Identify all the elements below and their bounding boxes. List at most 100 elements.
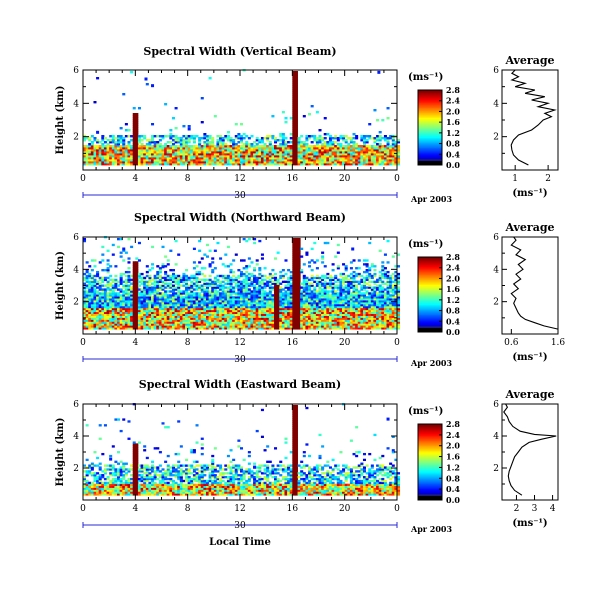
heatmap-cell bbox=[221, 145, 225, 148]
heatmap-cell bbox=[185, 143, 189, 146]
heatmap-cell bbox=[153, 274, 157, 278]
heatmap-cell bbox=[294, 91, 298, 94]
heatmap-cell bbox=[203, 313, 207, 316]
heatmap-cell bbox=[90, 145, 94, 148]
heatmap-cell bbox=[219, 298, 223, 301]
heatmap-cell bbox=[200, 301, 204, 305]
heatmap-cell bbox=[271, 274, 275, 278]
heatmap-cell bbox=[258, 269, 262, 272]
heatmap-cell bbox=[253, 311, 257, 315]
heatmap-cell bbox=[132, 290, 136, 293]
heatmap-cell bbox=[310, 309, 314, 313]
heatmap-cell bbox=[198, 280, 202, 283]
heatmap-cell bbox=[287, 327, 291, 330]
heatmap-cell bbox=[229, 278, 233, 282]
heatmap-cell bbox=[339, 298, 343, 301]
heatmap-cell bbox=[292, 107, 296, 110]
heatmap-cell bbox=[93, 303, 97, 307]
heatmap-cell bbox=[85, 276, 89, 280]
heatmap-cell bbox=[106, 327, 110, 330]
heatmap-cell bbox=[145, 300, 149, 303]
heatmap-cell bbox=[274, 301, 278, 305]
heatmap-cell bbox=[328, 313, 332, 316]
heatmap-cell bbox=[370, 157, 374, 160]
heatmap-cell bbox=[216, 241, 220, 245]
heatmap-cell bbox=[294, 251, 298, 254]
heatmap-cell bbox=[279, 157, 283, 160]
heatmap-cell bbox=[171, 280, 175, 283]
average-x-tick-label: 2 bbox=[545, 174, 551, 184]
heatmap-cell bbox=[305, 157, 309, 160]
heatmap-cell bbox=[119, 294, 123, 297]
heatmap-cell bbox=[308, 153, 312, 156]
heatmap-cell bbox=[381, 145, 385, 148]
heatmap-cell bbox=[276, 305, 280, 309]
heatmap-cell bbox=[88, 274, 92, 278]
heatmap-cell bbox=[315, 153, 319, 156]
heatmap-cell bbox=[336, 315, 340, 318]
heatmap-cell bbox=[349, 307, 353, 311]
heatmap-cell bbox=[205, 319, 209, 322]
heatmap-cell bbox=[83, 239, 87, 243]
heatmap-cell bbox=[300, 305, 304, 309]
heatmap-cell bbox=[137, 107, 141, 110]
heatmap-cell bbox=[85, 292, 89, 295]
heatmap-cell bbox=[377, 70, 381, 74]
heatmap-cell bbox=[140, 147, 144, 150]
heatmap-cell bbox=[315, 325, 319, 328]
heatmap-cell bbox=[137, 303, 141, 307]
heatmap-cell bbox=[386, 163, 390, 166]
heatmap-cell bbox=[328, 157, 332, 160]
heatmap-cell bbox=[174, 149, 178, 152]
heatmap-cell bbox=[328, 309, 332, 313]
heatmap-cell bbox=[185, 311, 189, 315]
heatmap-cell bbox=[164, 276, 168, 280]
heatmap-cell bbox=[313, 321, 317, 324]
heatmap-cell bbox=[96, 307, 100, 311]
heatmap-cell bbox=[101, 280, 105, 283]
heatmap-cell bbox=[284, 301, 288, 305]
heatmap-cell bbox=[229, 321, 233, 324]
heatmap-cell bbox=[242, 143, 246, 146]
heatmap-cell bbox=[166, 259, 170, 262]
heatmap-cell bbox=[245, 280, 249, 283]
heatmap-cell bbox=[101, 323, 105, 326]
heatmap-cell bbox=[192, 325, 196, 328]
heatmap-cell bbox=[151, 315, 155, 318]
heatmap-cell bbox=[98, 319, 102, 322]
heatmap-cell bbox=[140, 276, 144, 280]
heatmap-cell bbox=[357, 307, 361, 311]
heatmap-cell bbox=[208, 294, 212, 297]
heatmap-cell bbox=[143, 325, 147, 328]
heatmap-cell bbox=[281, 311, 285, 315]
heatmap-cell bbox=[394, 149, 398, 152]
heatmap-cell bbox=[294, 237, 298, 241]
heatmap-cell bbox=[258, 151, 262, 154]
heatmap-cell bbox=[117, 313, 121, 316]
heatmap-cell bbox=[140, 151, 144, 154]
heatmap-cell bbox=[229, 263, 233, 266]
average-profile-line bbox=[510, 69, 557, 166]
average-y-tick-label: 4 bbox=[493, 99, 499, 109]
heatmap-cell bbox=[179, 305, 183, 309]
heatmap-cell bbox=[281, 151, 285, 154]
heatmap-cell bbox=[96, 141, 100, 144]
heatmap-cell bbox=[93, 325, 97, 328]
heatmap-cell bbox=[328, 317, 332, 320]
heatmap-cell bbox=[266, 300, 270, 303]
heatmap-cell bbox=[334, 311, 338, 315]
heatmap-cell bbox=[331, 163, 335, 166]
heatmap-cell bbox=[187, 298, 191, 301]
heatmap-cell bbox=[234, 327, 238, 330]
heatmap-cell bbox=[258, 282, 262, 285]
heatmap-cell bbox=[140, 319, 144, 322]
heatmap-cell bbox=[135, 321, 139, 324]
heatmap-cell bbox=[205, 317, 209, 320]
heatmap-cell bbox=[148, 153, 152, 156]
heatmap-cell bbox=[234, 282, 238, 285]
heatmap-cell bbox=[240, 313, 244, 316]
heatmap-cell bbox=[397, 145, 401, 148]
heatmap-cell bbox=[305, 135, 309, 138]
heatmap-cell bbox=[190, 161, 194, 164]
heatmap-cell bbox=[179, 278, 183, 282]
